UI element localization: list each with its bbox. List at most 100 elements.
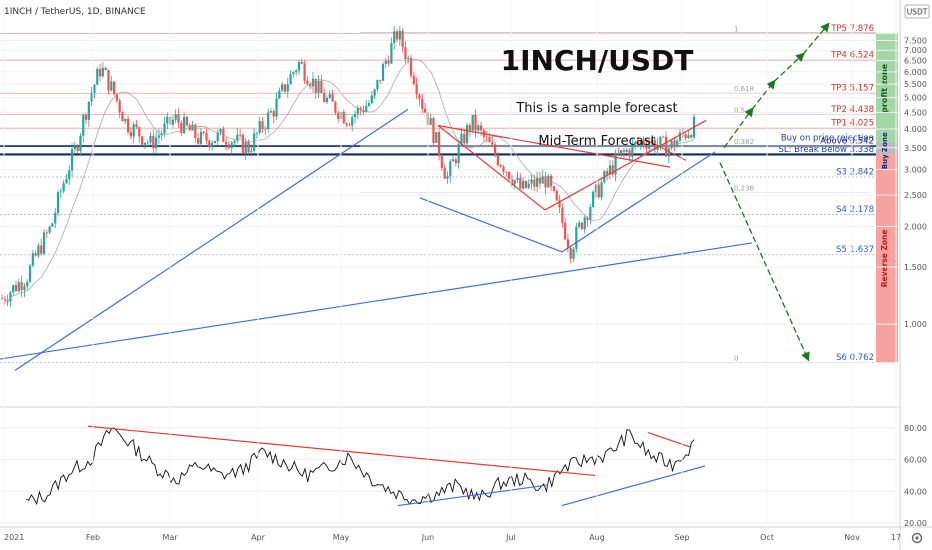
- candle-body: [163, 123, 166, 134]
- candle-body: [306, 80, 309, 85]
- candle-body: [40, 245, 43, 254]
- candle-body: [222, 129, 225, 142]
- candle-body: [345, 123, 348, 125]
- candle-body: [98, 68, 102, 77]
- candle-body: [614, 153, 617, 175]
- candle-body: [261, 121, 264, 129]
- time-axis: 2021 Feb Mar Apr May Jun Jul Aug Sep Oct Nov 17: [3, 0, 901, 542]
- level-label: S4 2.178: [836, 205, 874, 215]
- candle-body: [297, 61, 301, 71]
- level-label: S5 1.637: [836, 245, 874, 255]
- candle-body: [107, 70, 110, 91]
- osc-tick-label: 20.00: [904, 519, 927, 528]
- currency-badge[interactable]: [904, 4, 930, 19]
- price-tick-label: 7.500: [904, 36, 927, 45]
- forecast-arrow-up: [723, 107, 754, 149]
- candle-body: [56, 192, 60, 213]
- candle-body: [311, 78, 315, 87]
- candle-body: [166, 116, 169, 124]
- candle-body: [636, 142, 640, 144]
- candle-body: [578, 222, 581, 227]
- candle-body: [250, 150, 253, 152]
- candle-body: [586, 217, 589, 220]
- candle-body: [370, 95, 373, 104]
- candle-body: [230, 142, 233, 148]
- time-tick-label: Sep: [674, 533, 689, 542]
- candle-body: [26, 281, 29, 287]
- candle-body: [600, 182, 603, 198]
- candle-body: [678, 132, 682, 141]
- fib-label: 0.382: [734, 138, 754, 146]
- time-tick-label: Apr: [251, 533, 266, 542]
- candle-body: [395, 31, 399, 40]
- candle-body: [390, 42, 393, 64]
- candle-body: [275, 98, 278, 117]
- candle-body: [561, 207, 564, 223]
- candle-body: [625, 150, 628, 152]
- annotation-line1: This is a sample forecast: [515, 101, 677, 116]
- candle-body: [639, 141, 642, 144]
- fib-label: 0.236: [734, 184, 755, 192]
- candle-body: [255, 132, 259, 134]
- candle-body: [527, 183, 530, 188]
- candle-body: [460, 133, 463, 145]
- level-label: S3 2.842: [836, 168, 874, 178]
- candle-body: [409, 57, 413, 76]
- osc-tick-label: 40.00: [904, 487, 927, 496]
- price-tick-label: 6.000: [904, 68, 927, 77]
- currency-badge-label: USDT: [907, 8, 928, 17]
- candle-body: [569, 247, 572, 259]
- candle-body: [507, 171, 511, 179]
- forecast-arrows: [719, 22, 830, 362]
- level-label: Buy on price rejection: [781, 134, 874, 144]
- candle-body: [687, 135, 690, 139]
- candle-body: [180, 122, 183, 134]
- candle-body: [373, 89, 376, 96]
- profit-zone-label: profit zone: [880, 63, 889, 113]
- candle-body: [594, 184, 598, 192]
- fib-label: 1: [734, 26, 738, 34]
- candle-body: [457, 144, 460, 164]
- gear-icon[interactable]: [911, 532, 923, 544]
- time-tick-label: Oct: [760, 533, 774, 542]
- candle-body: [70, 149, 74, 171]
- price-tick-label: 5.500: [904, 80, 927, 89]
- price-tick-label: 7.000: [904, 46, 927, 55]
- candle-body: [140, 136, 144, 145]
- trendline-blue: [0, 242, 753, 360]
- candle-body: [421, 98, 424, 109]
- candle-body: [429, 118, 432, 125]
- candle-body: [538, 177, 542, 184]
- candle-body: [645, 144, 648, 149]
- price-tick-label: 1.500: [904, 263, 927, 272]
- candle-body: [225, 141, 228, 145]
- candle-body: [351, 117, 354, 126]
- candle-body: [183, 116, 186, 134]
- annotation-line2: Mid-Term Forecast: [538, 134, 655, 149]
- trendline-red: [544, 119, 707, 211]
- candle-body: [12, 285, 15, 293]
- fib-label: 0.618: [734, 85, 754, 93]
- candle-body: [631, 143, 634, 157]
- candle-body: [124, 118, 127, 122]
- forecast-arrow-up: [751, 79, 776, 110]
- price-tick-label: 4.000: [904, 125, 927, 134]
- candle-body: [278, 90, 281, 99]
- candle-body: [608, 165, 612, 175]
- candle-body: [115, 94, 118, 101]
- forecast-arrow-up: [773, 52, 805, 83]
- candle-body: [93, 84, 96, 94]
- candle-body: [667, 148, 670, 157]
- candle-body: [536, 177, 539, 187]
- candle-body: [48, 226, 51, 233]
- candle-body: [286, 84, 289, 92]
- candle-body: [393, 31, 396, 43]
- candle-body: [401, 30, 404, 48]
- trendline-red: [437, 125, 546, 211]
- candle-body: [367, 103, 371, 106]
- time-tick-label: Jun: [421, 533, 435, 542]
- trendline-blue: [419, 197, 563, 253]
- candle-body: [320, 80, 323, 94]
- candle-body: [6, 300, 9, 302]
- candle-body: [407, 57, 410, 59]
